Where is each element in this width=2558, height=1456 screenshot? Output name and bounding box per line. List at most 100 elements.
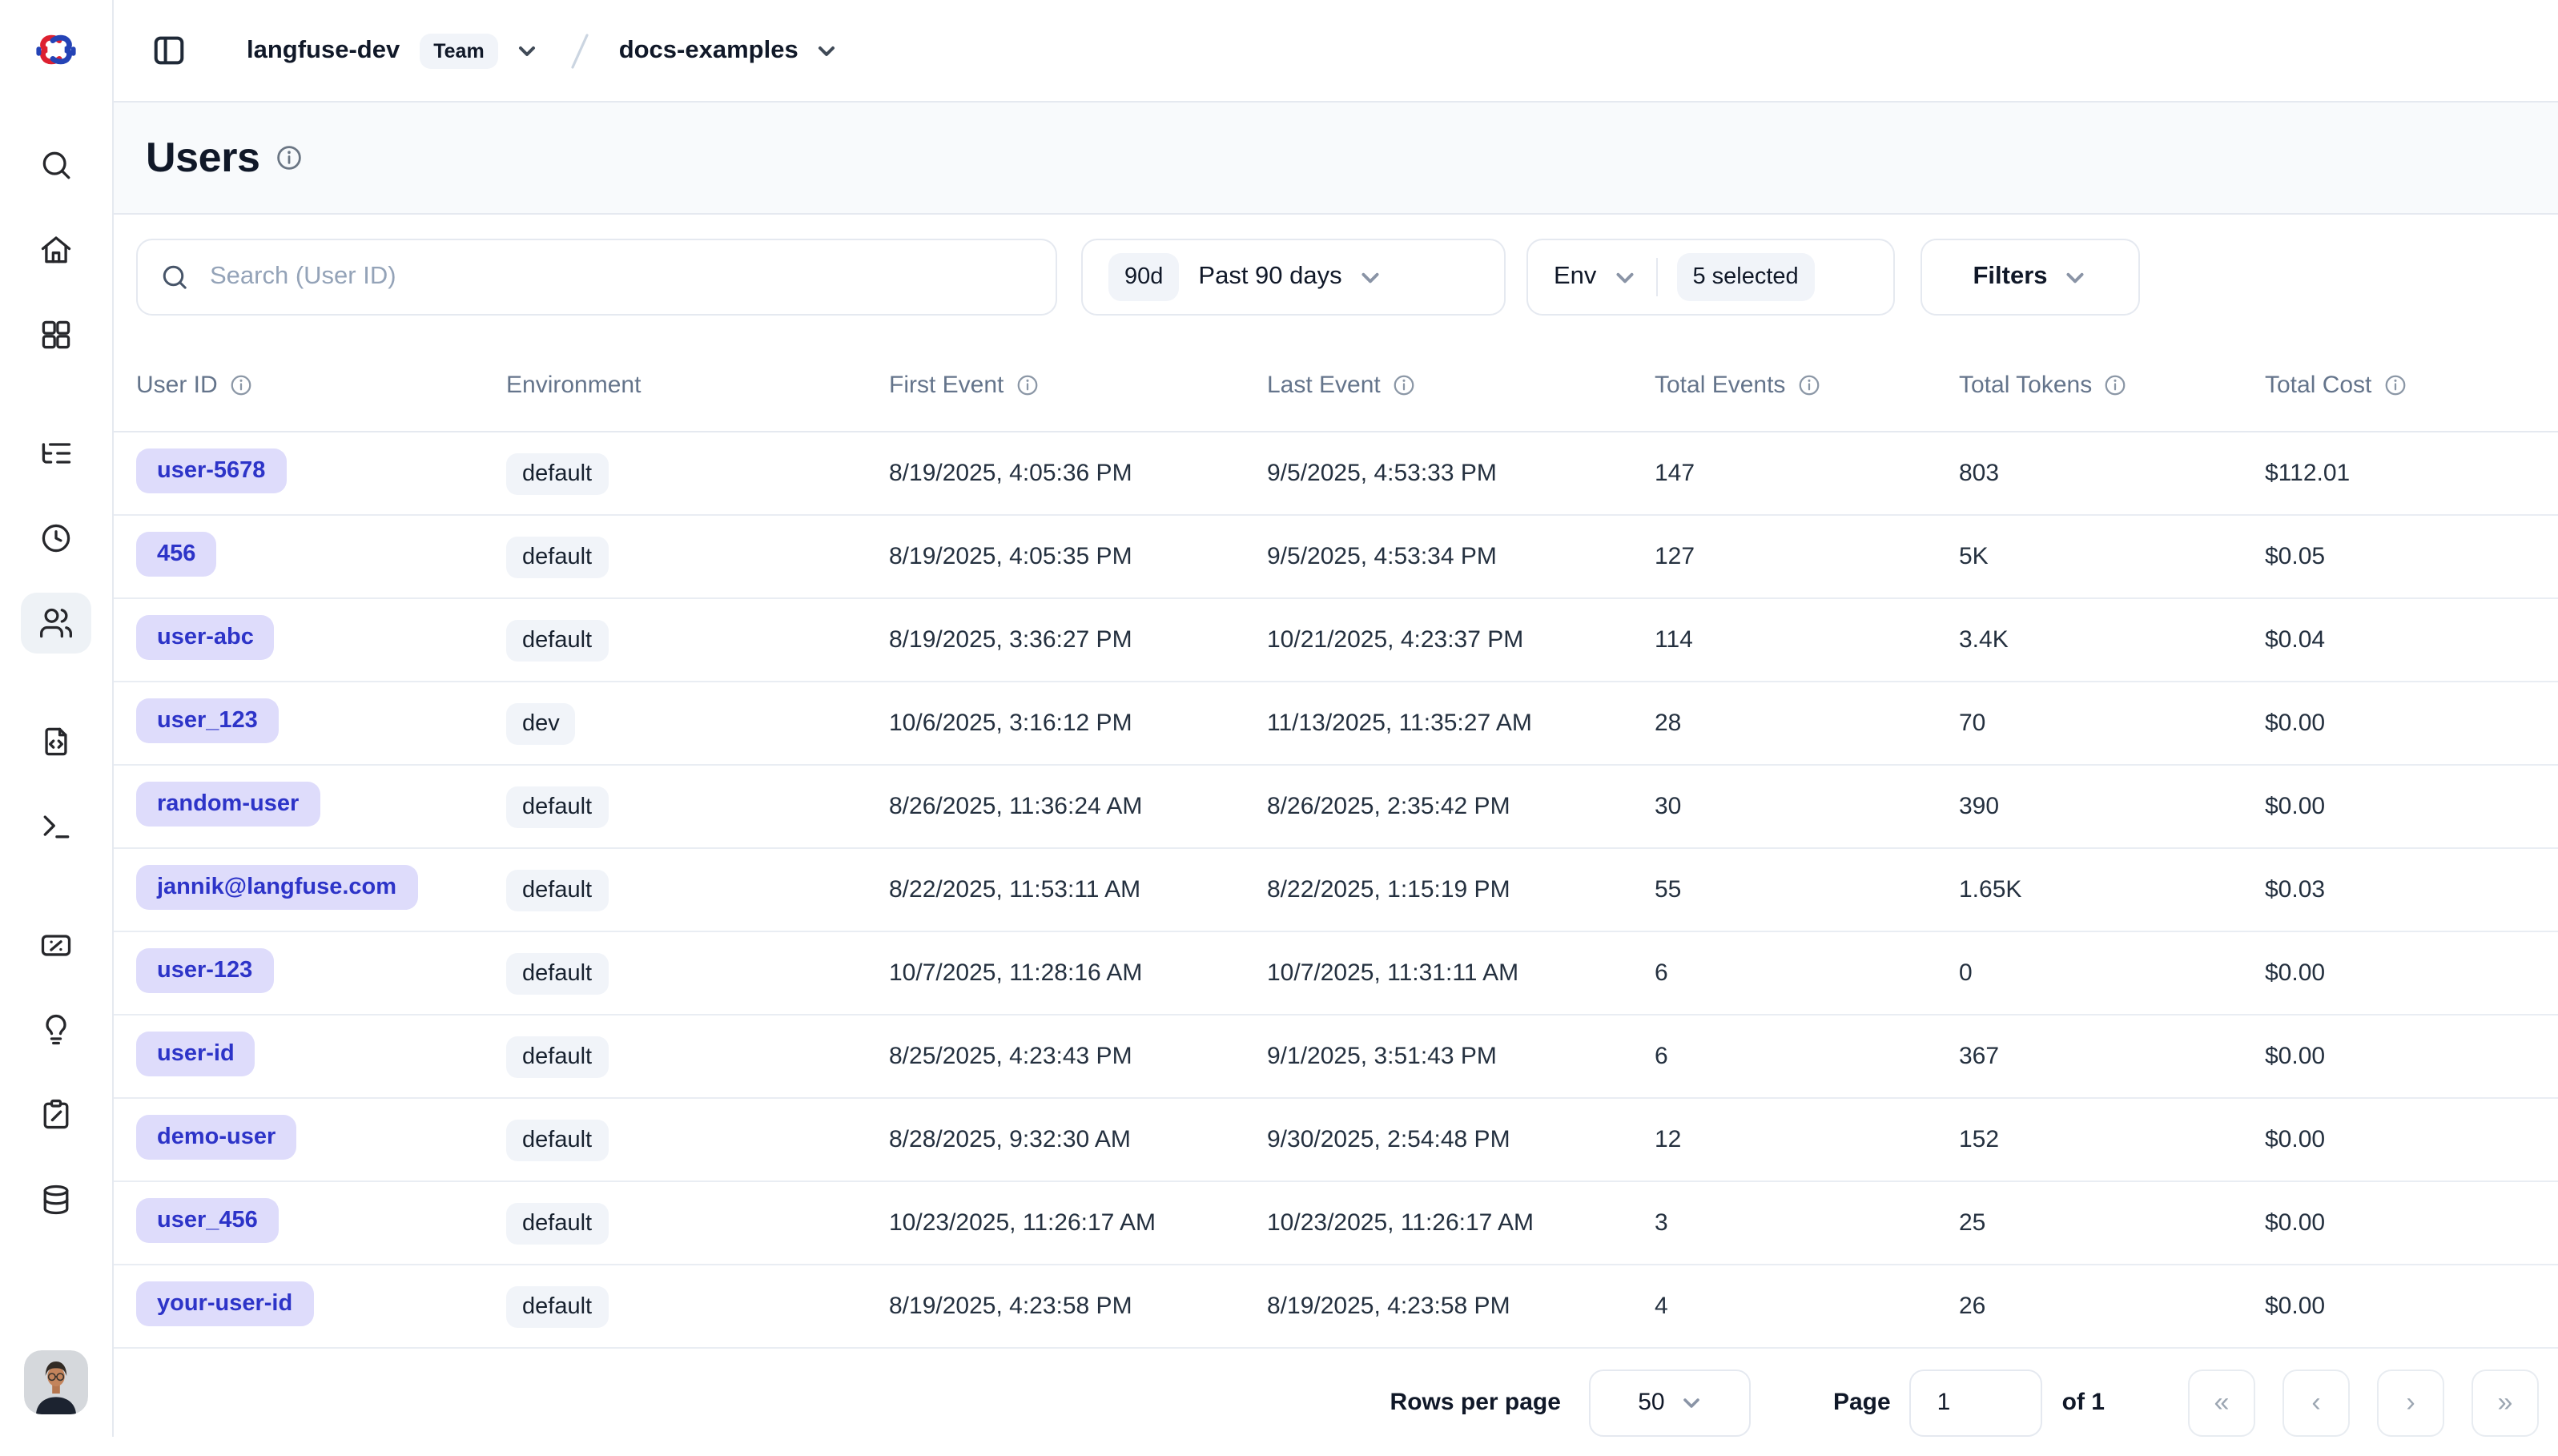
rows-per-page-value: 50 bbox=[1638, 1389, 1665, 1416]
environment-badge: default bbox=[506, 452, 609, 494]
sidebar-item-users[interactable] bbox=[21, 593, 91, 654]
total-events-cell: 114 bbox=[1655, 626, 1693, 654]
page-label: Page bbox=[1832, 1389, 1891, 1416]
info-icon bbox=[1017, 374, 1037, 395]
user-id-badge[interactable]: 456 bbox=[136, 531, 217, 576]
sidebar-item-scores[interactable] bbox=[21, 915, 91, 975]
user-id-badge[interactable]: user-123 bbox=[136, 947, 274, 992]
last-event-cell: 10/21/2025, 4:23:37 PM bbox=[1267, 626, 1524, 654]
environment-filter-button[interactable]: Env 5 selected bbox=[1526, 238, 1895, 315]
search-icon bbox=[42, 151, 70, 179]
page-title-info-icon[interactable] bbox=[276, 144, 304, 171]
user-id-badge[interactable]: user_456 bbox=[136, 1197, 279, 1242]
table-row: your-user-id default 8/19/2025, 4:23:58 … bbox=[114, 1265, 2558, 1349]
user-id-badge[interactable]: random-user bbox=[136, 781, 320, 826]
avatar-image bbox=[24, 1350, 88, 1414]
first-page-button[interactable]: « bbox=[2188, 1369, 2255, 1436]
sidebar-item-annotation[interactable] bbox=[21, 1084, 91, 1145]
last-page-button[interactable]: » bbox=[2472, 1369, 2539, 1436]
sidebar-item-home[interactable] bbox=[21, 219, 91, 280]
last-event-cell: 11/13/2025, 11:35:27 AM bbox=[1267, 710, 1532, 737]
sidebar-item-sessions[interactable] bbox=[21, 508, 91, 569]
user-avatar[interactable] bbox=[24, 1350, 88, 1414]
next-page-button[interactable]: › bbox=[2377, 1369, 2444, 1436]
sidebar-item-insights[interactable] bbox=[21, 999, 91, 1060]
total-tokens-cell: 0 bbox=[1959, 959, 1973, 987]
total-tokens-cell: 26 bbox=[1959, 1293, 1986, 1320]
page-title: Users bbox=[146, 133, 260, 181]
home-icon bbox=[41, 236, 71, 263]
total-tokens-cell: 1.65K bbox=[1959, 876, 2022, 903]
total-cost-cell: $0.04 bbox=[2265, 626, 2326, 654]
previous-page-button[interactable]: ‹ bbox=[2282, 1369, 2350, 1436]
sidebar-item-prompts[interactable] bbox=[21, 711, 91, 772]
user-id-badge[interactable]: user-5678 bbox=[136, 448, 287, 493]
user-id-badge[interactable]: your-user-id bbox=[136, 1281, 314, 1325]
org-type-badge: Team bbox=[419, 33, 499, 68]
filters-label: Filters bbox=[1973, 262, 2048, 289]
env-selected-badge: 5 selected bbox=[1676, 252, 1815, 300]
dashboards-icon bbox=[42, 320, 70, 349]
column-header-total-cost: Total Cost bbox=[2265, 371, 2558, 398]
total-events-cell: 30 bbox=[1655, 793, 1682, 820]
total-events-cell: 4 bbox=[1655, 1293, 1668, 1320]
page-number-input[interactable] bbox=[1909, 1369, 2043, 1436]
total-tokens-cell: 70 bbox=[1959, 710, 1986, 737]
environment-badge: default bbox=[506, 536, 609, 577]
first-event-cell: 10/23/2025, 11:26:17 AM bbox=[889, 1209, 1156, 1237]
tracing-icon bbox=[42, 443, 71, 464]
user-id-badge[interactable]: user-id bbox=[136, 1031, 255, 1076]
total-events-cell: 127 bbox=[1655, 543, 1695, 570]
column-header-environment: Environment bbox=[506, 371, 889, 398]
project-name[interactable]: docs-examples bbox=[618, 36, 798, 63]
total-tokens-cell: 803 bbox=[1959, 460, 2000, 487]
langfuse-logo[interactable] bbox=[0, 0, 112, 101]
column-header-first-event: First Event bbox=[889, 371, 1267, 398]
chevron-down-icon bbox=[519, 46, 536, 56]
project-switcher-button[interactable] bbox=[816, 40, 839, 61]
search-input[interactable] bbox=[207, 260, 1033, 292]
sidebar-item-datasets[interactable] bbox=[21, 1169, 91, 1230]
filter-toolbar: 90d Past 90 days Env 5 selected Filters bbox=[114, 215, 2558, 338]
filters-button[interactable]: Filters bbox=[1921, 238, 2140, 315]
total-events-cell: 6 bbox=[1655, 959, 1668, 987]
column-header-last-event: Last Event bbox=[1267, 371, 1655, 398]
column-label: User ID bbox=[136, 371, 218, 398]
total-events-cell: 28 bbox=[1655, 710, 1682, 737]
chevron-down-icon bbox=[1612, 265, 1636, 288]
sidebar-item-playground[interactable] bbox=[21, 796, 91, 857]
sidebar-toggle-button[interactable] bbox=[149, 31, 187, 70]
column-label: Total Events bbox=[1655, 371, 1786, 398]
time-range-button[interactable]: 90d Past 90 days bbox=[1081, 238, 1506, 315]
total-tokens-cell: 152 bbox=[1959, 1126, 2000, 1153]
table-footer: Rows per page 50 Page of 1 « ‹ › » bbox=[114, 1349, 2558, 1456]
page-count-label: of 1 bbox=[2061, 1389, 2105, 1416]
sidebar-item-dashboards[interactable] bbox=[21, 304, 91, 365]
org-switcher-button[interactable] bbox=[517, 40, 539, 61]
user-id-badge[interactable]: demo-user bbox=[136, 1114, 297, 1159]
user-id-badge[interactable]: jannik@langfuse.com bbox=[136, 864, 418, 909]
column-header-total-tokens: Total Tokens bbox=[1959, 371, 2265, 398]
org-name[interactable]: langfuse-dev bbox=[247, 36, 400, 63]
last-event-cell: 10/23/2025, 11:26:17 AM bbox=[1267, 1209, 1534, 1237]
sidebar-item-tracing[interactable] bbox=[21, 423, 91, 484]
info-icon bbox=[2105, 374, 2126, 395]
table-row: demo-user default 8/28/2025, 9:32:30 AM … bbox=[114, 1099, 2558, 1182]
sidebar bbox=[0, 0, 114, 1437]
info-icon bbox=[1799, 374, 1819, 395]
total-cost-cell: $0.03 bbox=[2265, 876, 2326, 903]
last-event-cell: 9/5/2025, 4:53:34 PM bbox=[1267, 543, 1497, 570]
table-row: user-123 default 10/7/2025, 11:28:16 AM … bbox=[114, 932, 2558, 1016]
environment-badge: default bbox=[506, 619, 609, 661]
total-tokens-cell: 390 bbox=[1959, 793, 2000, 820]
sidebar-item-search[interactable] bbox=[21, 135, 91, 195]
search-box bbox=[136, 238, 1057, 315]
env-label: Env bbox=[1554, 262, 1597, 289]
user-id-badge[interactable]: user-abc bbox=[136, 614, 275, 659]
user-id-badge[interactable]: user_123 bbox=[136, 698, 279, 742]
total-cost-cell: $0.00 bbox=[2265, 710, 2326, 737]
rows-per-page-select[interactable]: 50 bbox=[1589, 1369, 1752, 1436]
column-label: Total Tokens bbox=[1959, 371, 2093, 398]
first-event-cell: 8/19/2025, 4:05:36 PM bbox=[889, 460, 1132, 487]
